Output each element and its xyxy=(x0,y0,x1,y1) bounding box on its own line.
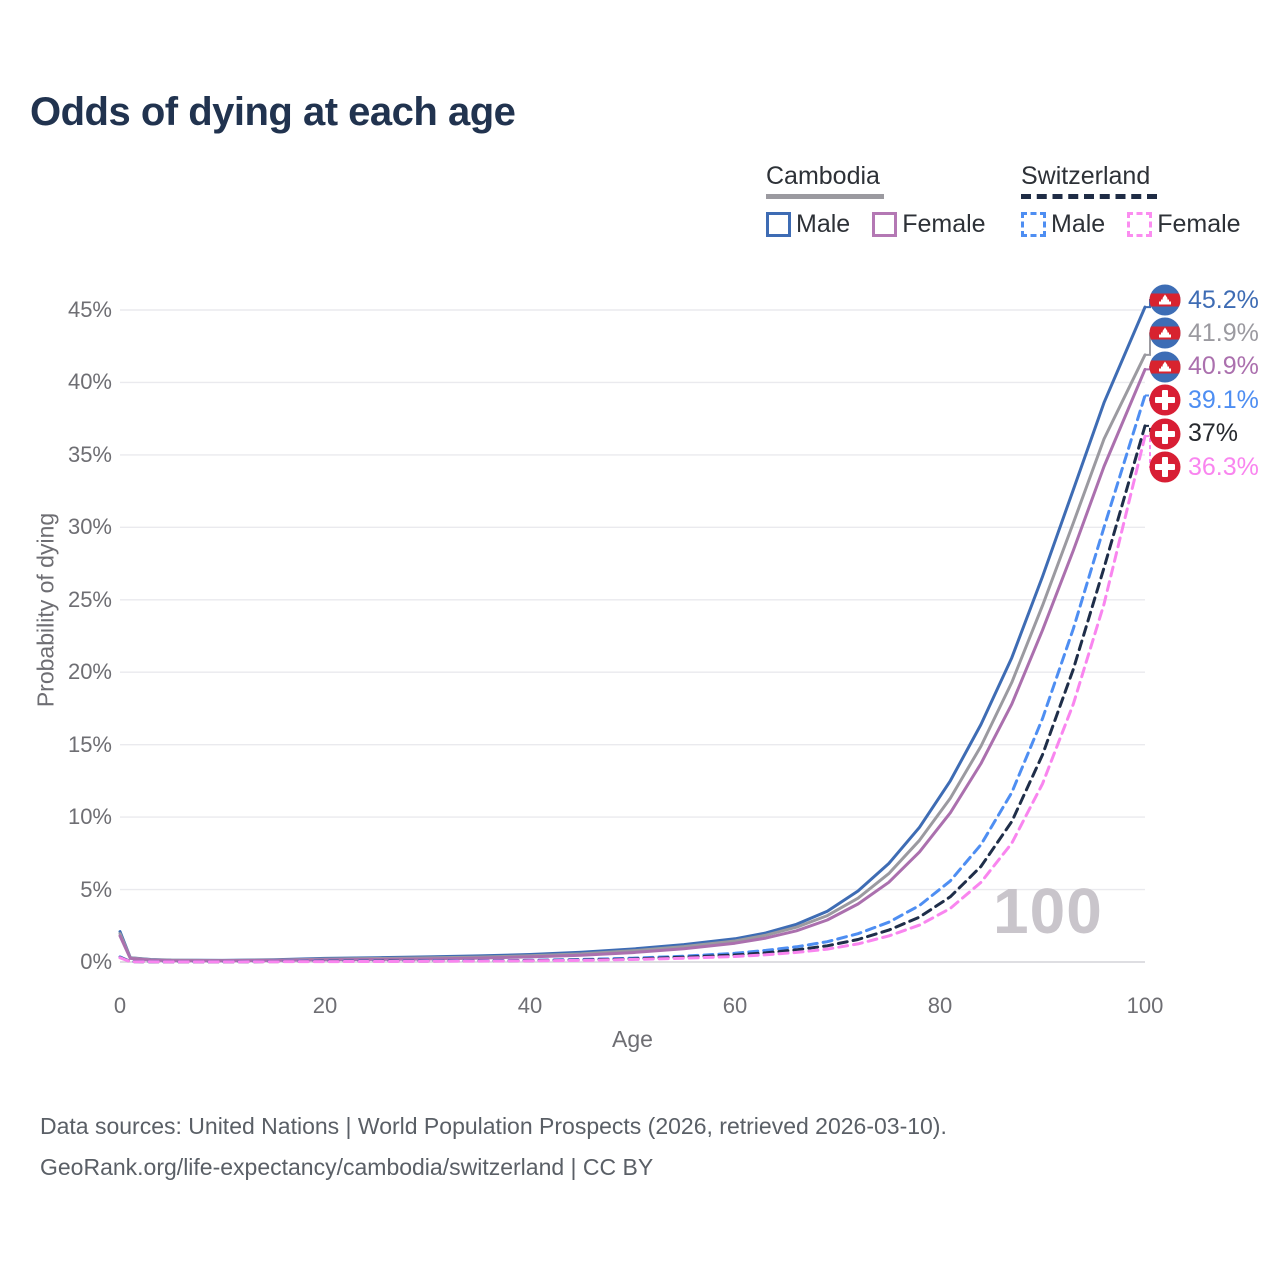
legend-item-switzerland-female[interactable]: Female xyxy=(1127,210,1241,239)
x-axis-title: Age xyxy=(612,1026,653,1052)
series-line-switzerland-male xyxy=(118,394,1147,964)
switzerland-flag-icon xyxy=(1149,418,1181,450)
x-tick-label: 60 xyxy=(722,993,748,1018)
y-tick-label: 25% xyxy=(67,586,112,612)
x-tick-label: 0 xyxy=(113,993,127,1018)
y-axis-title: Probability of dying xyxy=(32,512,59,708)
series-line-cambodia-male xyxy=(118,305,1147,962)
switzerland-flag-icon xyxy=(1149,384,1181,416)
end-label-cambodia-both: 41.9% xyxy=(1149,316,1259,350)
cambodia-flag-icon xyxy=(1149,317,1181,349)
legend-item-switzerland-male[interactable]: Male xyxy=(1021,210,1105,239)
legend-item-cambodia-female[interactable]: Female xyxy=(872,210,986,239)
end-label-switzerland-male: 39.1% xyxy=(1149,383,1259,417)
age-watermark: 100 xyxy=(993,875,1103,947)
source-url-text[interactable]: GeoRank.org/life-expectancy/cambodia/swi… xyxy=(40,1154,654,1180)
legend-item-label: Male xyxy=(796,210,851,238)
end-value-label: 45.2% xyxy=(1188,285,1259,314)
x-tick-label: 20 xyxy=(312,993,338,1018)
end-value-label: 39.1% xyxy=(1188,385,1259,414)
series-line-switzerland-both xyxy=(118,424,1147,964)
legend-item-label: Male xyxy=(1051,210,1106,238)
cambodia-female-swatch-checkbox[interactable] xyxy=(872,212,898,237)
y-tick-label: 45% xyxy=(67,297,112,322)
switzerland-line-style-swatch xyxy=(1021,194,1157,199)
series-line-cambodia-female xyxy=(118,367,1147,963)
y-tick-label: 30% xyxy=(67,514,112,540)
series-line-switzerland-female xyxy=(118,434,1147,964)
cambodia-male-swatch-checkbox[interactable] xyxy=(766,212,791,237)
legend-country-label: Cambodia xyxy=(766,162,880,190)
switzerland-flag-icon xyxy=(1149,451,1181,483)
y-tick-label: 35% xyxy=(67,441,112,467)
end-value-label: 40.9% xyxy=(1188,352,1259,381)
end-value-label: 36.3% xyxy=(1188,452,1259,481)
y-tick-label: 0% xyxy=(80,949,112,974)
x-tick-label: 40 xyxy=(517,993,543,1018)
x-tick-label: 100 xyxy=(1126,993,1164,1018)
switzerland-female-swatch-checkbox[interactable] xyxy=(1127,212,1153,237)
footer-attribution: Data sources: United Nations | World Pop… xyxy=(40,1106,947,1188)
end-value-label: 37% xyxy=(1188,419,1239,448)
legend-item-cambodia-male[interactable]: Male xyxy=(766,210,850,239)
legend-item-label: Female xyxy=(902,210,986,238)
cambodia-line-style-swatch xyxy=(766,194,884,199)
page-title: Odds of dying at each age xyxy=(30,90,516,134)
legend-item-label: Female xyxy=(1157,210,1241,238)
cambodia-flag-icon xyxy=(1149,351,1181,383)
end-label-cambodia-female: 40.9% xyxy=(1149,350,1259,384)
y-tick-label: 40% xyxy=(67,369,112,395)
end-label-cambodia-male: 45.2% xyxy=(1149,283,1259,317)
x-tick-label: 80 xyxy=(927,993,953,1018)
legend-group-switzerland: Switzerland Male Female xyxy=(1021,162,1241,239)
y-tick-label: 10% xyxy=(67,804,112,830)
end-value-label: 41.9% xyxy=(1188,318,1259,347)
y-tick-label: 20% xyxy=(67,659,112,685)
end-label-switzerland-female: 36.3% xyxy=(1149,450,1259,484)
cambodia-flag-icon xyxy=(1149,284,1181,316)
y-tick-label: 5% xyxy=(80,876,112,902)
switzerland-male-swatch-checkbox[interactable] xyxy=(1021,212,1046,237)
data-sources-text: Data sources: United Nations | World Pop… xyxy=(40,1113,947,1139)
legend-country-label: Switzerland xyxy=(1021,162,1151,190)
end-label-switzerland-both: 37% xyxy=(1149,417,1238,451)
legend-group-cambodia: Cambodia Male Female xyxy=(766,162,986,239)
y-tick-label: 15% xyxy=(67,731,112,757)
